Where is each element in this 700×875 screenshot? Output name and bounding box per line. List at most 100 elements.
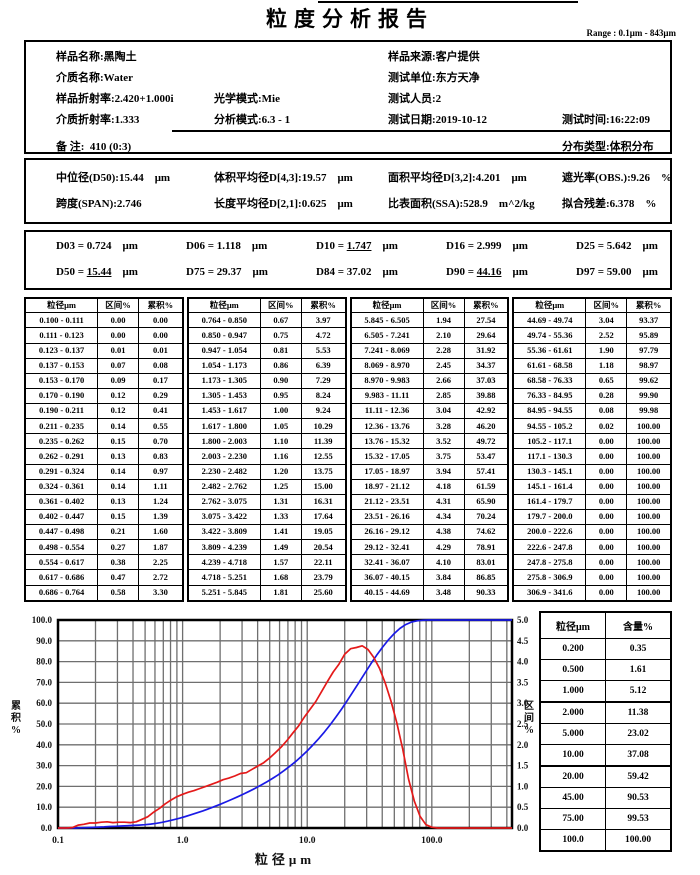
table-cell: 0.498 - 0.554 bbox=[24, 539, 99, 556]
table-cell: 90.53 bbox=[605, 787, 672, 809]
dvalue-name: D25 = bbox=[576, 240, 607, 252]
table-cell: 0.09 bbox=[97, 372, 140, 389]
table-cell: 27.54 bbox=[463, 312, 509, 329]
table-cell: 0.170 - 0.190 bbox=[24, 387, 99, 405]
table-cell: 98.97 bbox=[626, 357, 672, 374]
table-cell: 8.24 bbox=[300, 387, 347, 405]
table-cell: 1.453 - 1.617 bbox=[187, 403, 261, 420]
table-row: 10.00 37.08 bbox=[539, 744, 672, 767]
table-cell: 34.37 bbox=[463, 357, 509, 374]
table-row: 5.000 23.02 bbox=[539, 723, 672, 745]
table-cell: 200.0 - 222.6 bbox=[512, 524, 587, 541]
table-row: 0.554 - 0.617 0.38 2.25 bbox=[24, 554, 184, 571]
table-cell: 78.91 bbox=[463, 539, 509, 556]
table-cell: 0.00 bbox=[585, 569, 628, 586]
dvalue-value: 2.999 bbox=[476, 240, 502, 252]
stat-item: 跨度(SPAN):2.746 bbox=[56, 195, 142, 211]
distribution-table: 粒径μm 区间% 累积% 0.764 - 0.850 0.67 3.97 0.850 - 0… bbox=[186, 297, 347, 602]
stat-item: 拟合残差:6.378% bbox=[562, 195, 656, 211]
table-cell: 32.41 - 36.07 bbox=[350, 554, 424, 571]
table-cell: 306.9 - 341.6 bbox=[512, 584, 587, 602]
table-cell: 76.33 - 84.95 bbox=[512, 387, 587, 405]
table-row: 17.05 - 18.97 3.94 57.41 bbox=[350, 463, 509, 480]
table-row: 12.36 - 13.76 3.28 46.20 bbox=[350, 418, 509, 435]
table-cell: 49.74 - 55.36 bbox=[512, 327, 587, 344]
table-row: 0.190 - 0.211 0.12 0.41 bbox=[24, 403, 184, 420]
table-cell: 17.64 bbox=[300, 508, 347, 526]
table-cell: 0.554 - 0.617 bbox=[24, 554, 99, 571]
stat-label: 拟合残差: bbox=[562, 198, 610, 210]
table-cell: 0.00 bbox=[97, 327, 140, 344]
summary-stats-box: 中位径(D50):15.44 μm 体积平均径D[4,3]:19.57 μm 面积平均径… bbox=[24, 158, 672, 224]
right-axis-tick: 1.0 bbox=[517, 781, 529, 791]
dvalue-unit: μm bbox=[642, 240, 658, 252]
left-axis-tick: 100.0 bbox=[32, 615, 53, 625]
sample-source: 样品来源:客户提供 bbox=[388, 51, 480, 63]
stat-unit: μm bbox=[154, 172, 171, 184]
table-row: 21.12 - 23.51 4.31 65.90 bbox=[350, 493, 509, 510]
left-axis-tick: 60.0 bbox=[36, 698, 52, 708]
table-cell: 222.6 - 247.8 bbox=[512, 539, 587, 556]
table-cell: 31.92 bbox=[463, 342, 509, 359]
left-axis-title: 累 bbox=[11, 700, 21, 712]
table-row: 7.241 - 8.069 2.28 31.92 bbox=[350, 342, 509, 359]
table-cell: 0.41 bbox=[138, 403, 184, 420]
dvalue-unit: μm bbox=[122, 240, 138, 252]
dvalue-name: D06 = bbox=[186, 240, 217, 252]
table-row: 0.291 - 0.324 0.14 0.97 bbox=[24, 463, 184, 480]
table-cell: 19.05 bbox=[300, 524, 347, 541]
table-cell: 100.00 bbox=[626, 448, 672, 465]
stat-item: 面积平均径D[3,2]:4.201 μm bbox=[388, 169, 527, 185]
stats-row: 中位径(D50):15.44 μm 体积平均径D[4,3]:19.57 μm 面积平均径… bbox=[26, 169, 672, 195]
table-row: 1.800 - 2.003 1.10 11.39 bbox=[187, 433, 347, 450]
info-row: 样品名称:黑陶土 样品来源:客户提供 bbox=[26, 48, 670, 69]
stat-value: 0.625 bbox=[301, 198, 327, 210]
table-cell: 1.10 bbox=[259, 433, 302, 450]
table-cell: 37.08 bbox=[605, 744, 672, 767]
info-row: 介质折射率:1.333 分析模式:6.3 - 1 测试日期:2019-10-12… bbox=[26, 111, 670, 132]
table-cell: 99.98 bbox=[626, 403, 672, 420]
distribution-table: 粒径μm 区间% 累积% 5.845 - 6.505 1.94 27.54 6.505 - … bbox=[349, 297, 510, 602]
analysis-mode: 分析模式:6.3 - 1 bbox=[214, 114, 291, 126]
distribution-type: 分布类型:体积分布 bbox=[562, 141, 654, 153]
table-cell: 1.31 bbox=[259, 493, 302, 510]
right-axis-tick: 3.5 bbox=[517, 677, 529, 687]
table-row: 4.718 - 5.251 1.68 23.79 bbox=[187, 569, 347, 586]
table-cell: 0.153 - 0.170 bbox=[24, 372, 99, 389]
table-cell: 0.235 - 0.262 bbox=[24, 433, 99, 450]
table-cell: 0.500 bbox=[539, 659, 606, 681]
plot-border bbox=[56, 618, 514, 830]
table-cell: 2.52 bbox=[585, 327, 628, 344]
table-row: 1.054 - 1.173 0.86 6.39 bbox=[187, 357, 347, 374]
table-row: 61.61 - 68.58 1.18 98.97 bbox=[512, 357, 672, 374]
table-cell: 15.00 bbox=[300, 478, 347, 495]
dvalue-unit: μm bbox=[122, 266, 138, 278]
table-cell: 0.75 bbox=[259, 327, 302, 344]
column-header: 累积% bbox=[626, 297, 672, 314]
table-header-row: 粒径μm 区间% 累积% bbox=[512, 297, 672, 314]
dvalue-item: D84 = 37.02 μm bbox=[316, 266, 398, 278]
table-cell: 0.35 bbox=[605, 638, 672, 660]
dvalue-item: D06 = 1.118 μm bbox=[186, 240, 267, 252]
stat-value: 528.9 bbox=[463, 198, 488, 210]
table-cell: 3.04 bbox=[585, 312, 628, 329]
test-date: 测试日期:2019-10-12 bbox=[388, 114, 487, 126]
table-cell: 1.61 bbox=[605, 659, 672, 681]
table-cell: 100.00 bbox=[626, 569, 672, 586]
table-cell: 4.72 bbox=[300, 327, 347, 344]
stat-value: 2.746 bbox=[116, 198, 142, 210]
column-header: 粒径μm bbox=[512, 297, 587, 314]
table-cell: 0.90 bbox=[259, 372, 302, 389]
table-cell: 36.07 - 40.15 bbox=[350, 569, 424, 586]
table-row: 0.211 - 0.235 0.14 0.55 bbox=[24, 418, 184, 435]
table-cell: 0.00 bbox=[585, 463, 628, 480]
table-row: 3.075 - 3.422 1.33 17.64 bbox=[187, 508, 347, 526]
dvalue-name: D10 = bbox=[316, 240, 347, 252]
dvalue-name: D16 = bbox=[446, 240, 477, 252]
table-cell: 16.31 bbox=[300, 493, 347, 510]
table-cell: 100.00 bbox=[605, 829, 672, 852]
table-cell: 0.00 bbox=[585, 508, 628, 526]
table-cell: 0.324 - 0.361 bbox=[24, 478, 99, 495]
table-row: 20.00 59.42 bbox=[539, 765, 672, 788]
table-cell: 0.83 bbox=[138, 448, 184, 465]
